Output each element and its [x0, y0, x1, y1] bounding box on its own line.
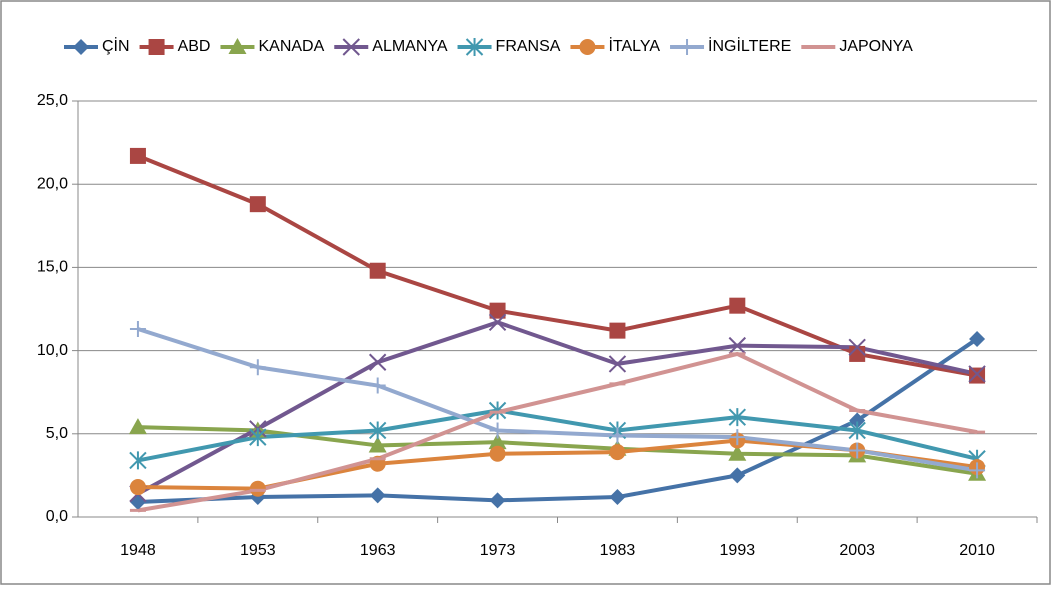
data-point	[488, 433, 507, 450]
data-point	[368, 421, 387, 440]
y-tick-label: 25,0	[37, 92, 68, 109]
data-point	[129, 320, 146, 337]
data-point	[969, 462, 986, 479]
legend-marker	[73, 39, 89, 55]
legend-label: ÇİN	[102, 36, 130, 55]
data-point	[849, 412, 866, 429]
legend-label: İNGİLTERE	[708, 36, 791, 55]
data-point	[729, 467, 746, 484]
legend-item: KANADA	[220, 38, 325, 55]
x-tick-label: 2003	[839, 542, 875, 559]
data-point	[129, 451, 147, 470]
legend-item: ALMANYA	[334, 38, 448, 56]
legend-label: KANADA	[258, 38, 324, 55]
data-point	[488, 313, 507, 332]
data-point	[968, 365, 986, 383]
data-point	[609, 489, 626, 506]
data-point	[249, 480, 266, 497]
data-point	[848, 421, 866, 440]
data-point	[969, 330, 986, 347]
x-tick-label: 1953	[240, 542, 276, 559]
x-tick-label: 1983	[600, 542, 636, 559]
legend-label: FRANSA	[496, 38, 561, 55]
y-tick-label: 15,0	[37, 259, 68, 276]
series-line	[137, 351, 978, 513]
data-point	[368, 436, 387, 453]
data-point	[369, 377, 386, 394]
x-tick-label: 1993	[720, 542, 756, 559]
legend-item: İNGİLTERE	[670, 36, 791, 55]
data-point	[489, 302, 506, 319]
data-point	[728, 444, 747, 461]
legend-label: İTALYA	[608, 36, 660, 55]
y-tick-label: 5,0	[46, 425, 68, 442]
data-point	[488, 401, 507, 420]
legend-item: FRANSA	[457, 38, 561, 56]
data-point	[728, 408, 747, 427]
y-tick-label: 0,0	[46, 508, 68, 525]
data-point	[489, 492, 506, 509]
legend-item: İTALYA	[570, 36, 660, 55]
x-tick-label: 1973	[480, 542, 516, 559]
data-point	[128, 418, 147, 435]
series-line	[137, 327, 978, 473]
data-point	[129, 479, 146, 496]
series-line	[137, 425, 978, 476]
data-point	[609, 322, 626, 339]
legend-label: ALMANYA	[372, 38, 448, 55]
data-point	[369, 262, 386, 279]
legend-item: ÇİN	[64, 36, 130, 55]
data-point	[489, 445, 506, 462]
data-point	[489, 422, 506, 439]
legend-label: ABD	[178, 38, 211, 55]
data-point	[969, 367, 986, 384]
legend-marker	[228, 38, 247, 54]
data-point	[849, 442, 866, 459]
data-point	[609, 444, 626, 461]
data-point	[129, 147, 146, 164]
data-point	[728, 336, 747, 355]
data-point	[729, 429, 746, 446]
legend-marker	[679, 39, 696, 55]
legend-marker	[465, 38, 484, 56]
legend-marker	[148, 39, 165, 55]
data-point	[249, 359, 266, 376]
data-point	[608, 355, 627, 373]
legend-marker	[342, 38, 360, 56]
data-point	[848, 338, 866, 356]
x-tick-label: 1948	[120, 542, 156, 559]
x-tick-label: 2010	[959, 542, 995, 559]
data-point	[368, 353, 387, 371]
data-point	[369, 487, 386, 504]
data-point	[729, 297, 746, 314]
series-line	[137, 408, 978, 463]
y-tick-label: 10,0	[37, 342, 68, 359]
y-tick-label: 20,0	[37, 175, 68, 192]
legend-label: JAPONYA	[839, 38, 913, 55]
legend-item: ABD	[139, 38, 211, 55]
series-line	[136, 320, 978, 496]
data-point	[249, 428, 267, 447]
legend-marker	[579, 39, 596, 55]
x-tick-label: 1963	[360, 542, 396, 559]
legend-item: JAPONYA	[801, 38, 913, 55]
data-point	[609, 427, 626, 444]
data-point	[249, 196, 266, 213]
